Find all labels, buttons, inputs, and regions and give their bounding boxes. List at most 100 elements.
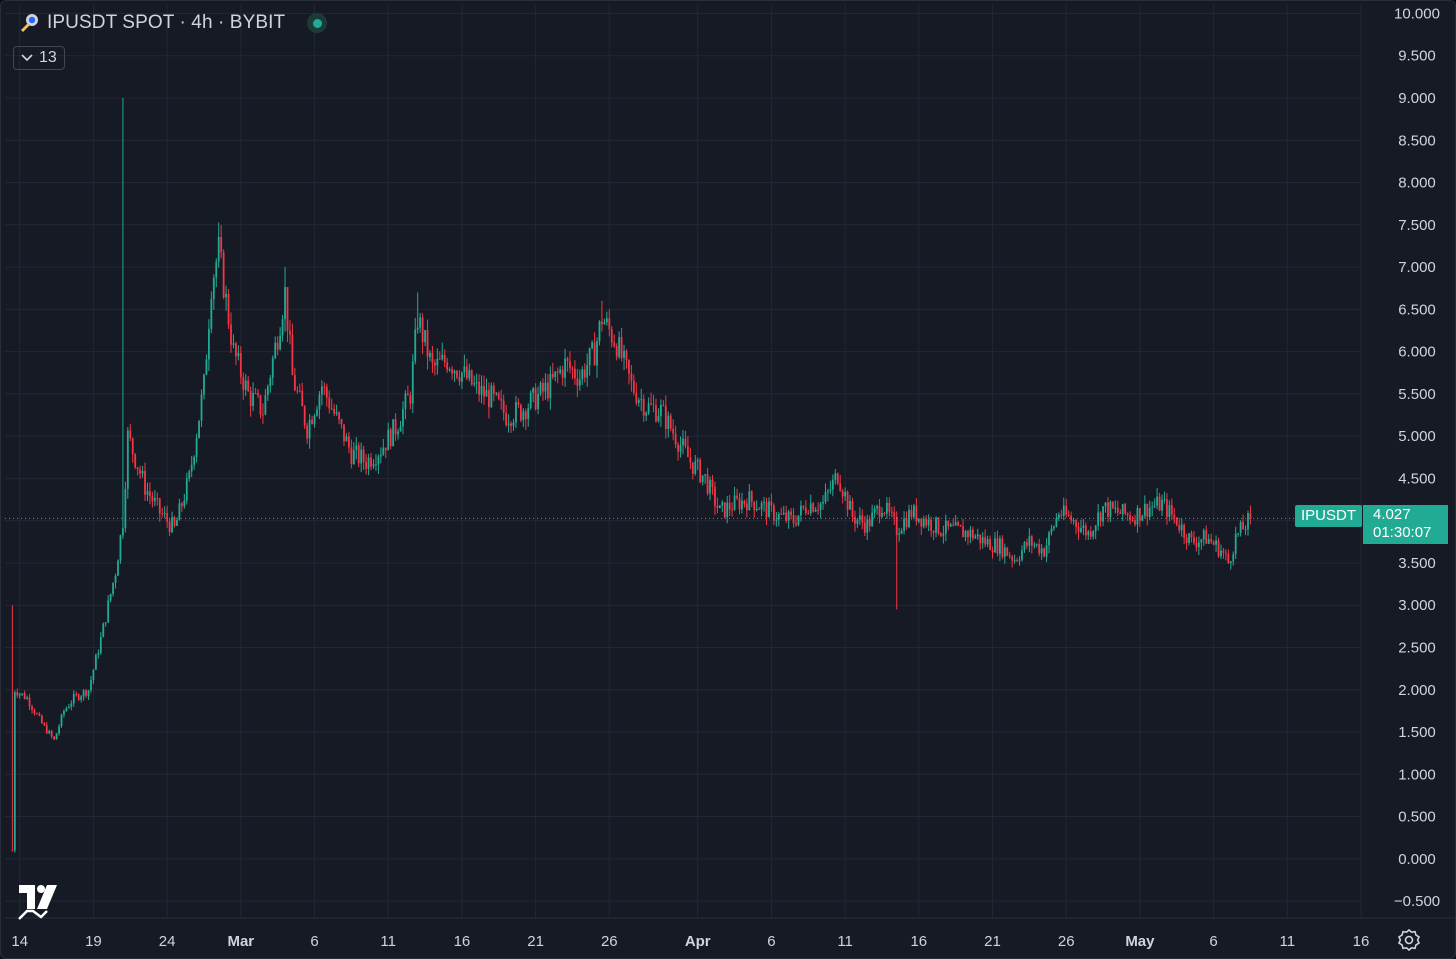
candle-body — [94, 654, 97, 670]
candle-body — [871, 512, 874, 527]
candle-body — [382, 447, 385, 455]
candle-body — [1114, 507, 1117, 509]
candle-body — [451, 369, 453, 374]
candle-body — [269, 377, 272, 387]
candle-body — [325, 386, 328, 398]
candle-body — [205, 359, 208, 375]
candle-body — [989, 539, 991, 551]
x-tick-label: 26 — [1058, 933, 1075, 950]
candle-body — [1163, 499, 1166, 501]
candle-body — [416, 327, 419, 330]
candle-body — [758, 508, 761, 510]
candle-body — [770, 501, 773, 506]
candle-body — [596, 341, 598, 366]
candle-body — [998, 538, 1001, 554]
candle-body — [1168, 505, 1171, 517]
candle-body — [1136, 508, 1139, 525]
candle-body — [603, 322, 606, 325]
candle-body — [1060, 514, 1063, 516]
candle-body — [485, 389, 488, 397]
candle-body — [13, 692, 16, 851]
candle-body — [903, 518, 905, 531]
y-tick-label: 6.000 — [1398, 344, 1436, 361]
candle-body — [31, 706, 33, 710]
candle-body — [308, 419, 311, 439]
candle-body — [1242, 522, 1244, 530]
tradingview-logo-icon[interactable] — [17, 881, 61, 921]
y-tick-label: 10.000 — [1394, 5, 1440, 22]
settings-gear-icon[interactable] — [1397, 928, 1421, 952]
candle-body — [421, 317, 424, 343]
candle-body — [1244, 529, 1247, 531]
candle-body — [949, 524, 952, 527]
candle-body — [298, 390, 301, 392]
candle-body — [230, 324, 232, 345]
candle-body — [497, 393, 500, 399]
candle-body — [411, 361, 414, 404]
candle-body — [1207, 539, 1210, 544]
candle-body — [768, 501, 770, 518]
x-tick-label: 6 — [310, 933, 318, 950]
candle-body — [561, 369, 564, 378]
symbol-legend[interactable]: IPUSDT SPOT · 4h · BYBIT — [19, 12, 328, 34]
candle-body — [284, 287, 286, 320]
candle-body — [1134, 520, 1136, 525]
candle-body — [682, 438, 684, 446]
candle-body — [161, 513, 164, 515]
candle-body — [507, 423, 510, 426]
candle-body — [728, 502, 731, 510]
candle-body — [18, 693, 21, 696]
candle-body — [276, 342, 279, 350]
candle-body — [104, 622, 107, 624]
candle-body — [1048, 532, 1050, 546]
candle-body — [1212, 541, 1215, 545]
x-tick-label: 16 — [910, 933, 927, 950]
candle-body — [394, 419, 397, 435]
y-tick-label: 9.000 — [1398, 90, 1436, 107]
candle-body — [45, 724, 48, 734]
candle-body — [642, 399, 645, 416]
candle-body — [637, 399, 640, 403]
candle-body — [669, 415, 672, 429]
candle-body — [1129, 515, 1131, 521]
candle-body — [839, 483, 842, 491]
candle-body — [1023, 542, 1026, 551]
candle-body — [976, 534, 979, 537]
candle-body — [222, 252, 225, 298]
y-tick-label: 8.500 — [1398, 132, 1436, 149]
indicators-collapse-button[interactable]: 13 — [13, 46, 65, 70]
y-tick-label: 9.500 — [1398, 48, 1436, 65]
x-tick-label: 16 — [1353, 933, 1370, 950]
candle-body — [574, 368, 576, 379]
candle-body — [519, 404, 522, 421]
symbol-title: IPUSDT SPOT · 4h · BYBIT — [47, 12, 286, 33]
candle-body — [296, 390, 299, 392]
x-tick-label: 11 — [1280, 933, 1296, 950]
candle-body — [436, 358, 439, 366]
x-tick-label: 26 — [601, 933, 618, 950]
candle-body — [915, 505, 918, 522]
candle-body — [782, 512, 785, 515]
candle-body — [75, 693, 78, 695]
candle-body — [650, 403, 652, 405]
x-tick-label: May — [1125, 933, 1155, 950]
candle-body — [1190, 533, 1193, 538]
candle-body — [677, 444, 679, 452]
candle-body — [242, 377, 245, 390]
candles — [11, 97, 1252, 853]
candle-body — [458, 377, 461, 382]
candle-body — [910, 509, 913, 517]
candle-body — [131, 438, 134, 454]
candle-body — [691, 462, 694, 474]
candle-body — [524, 411, 527, 420]
candle-body — [419, 317, 422, 328]
candle-body — [1193, 537, 1195, 543]
indicator-count: 13 — [39, 49, 57, 66]
candle-body — [1084, 525, 1087, 536]
candle-body — [1087, 531, 1090, 536]
candle-body — [723, 502, 726, 518]
candle-body — [564, 358, 566, 378]
candle-body — [566, 358, 569, 362]
y-tick-label: 3.000 — [1398, 597, 1436, 614]
